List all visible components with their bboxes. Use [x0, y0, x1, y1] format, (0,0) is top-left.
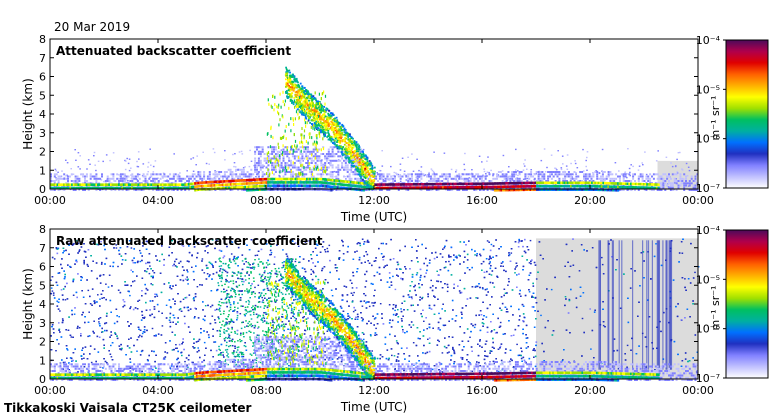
y-tick-label: 7 — [39, 242, 46, 255]
x-tick-label: 16:00 — [466, 384, 498, 397]
y-tick-label: 6 — [39, 261, 46, 274]
y-axis-label: Height (km) — [21, 268, 35, 339]
colorbar-tick-label: 10⁻⁶ — [696, 133, 721, 146]
x-tick-label: 08:00 — [250, 384, 282, 397]
y-tick-label: 4 — [39, 108, 46, 121]
colorbar-tick-label: 10⁻⁵ — [696, 273, 720, 286]
y-tick-label: 8 — [39, 33, 46, 46]
y-tick-label: 0 — [39, 373, 46, 386]
bottom-colorbar: 10⁻⁴ 10⁻⁵ 10⁻⁶ 10⁻⁷ m⁻¹ sr⁻¹ — [696, 224, 769, 385]
y-tick-label: 2 — [39, 146, 46, 159]
x-tick-label: 04:00 — [142, 194, 174, 207]
date-label: 20 Mar 2019 — [54, 20, 131, 34]
colorbar-unit-label: m⁻¹ sr⁻¹ — [709, 286, 722, 331]
plot-area — [50, 229, 700, 382]
colorbar-tick-label: 10⁻⁷ — [696, 372, 720, 385]
x-tick-label: 12:00 — [358, 194, 390, 207]
colorbar-tick-label: 10⁻⁴ — [696, 224, 721, 237]
y-axis-label: Height (km) — [21, 78, 35, 149]
x-tick-label: 00:00 — [34, 194, 66, 207]
plot-background — [50, 39, 698, 189]
x-tick-label: 12:00 — [358, 384, 390, 397]
x-axis-label: Time (UTC) — [340, 210, 407, 224]
top-panel: Attenuated backscatter coefficient 0 1 2 3 4 5… — [21, 33, 714, 224]
x-tick-label: 00:00 — [34, 384, 66, 397]
colorbar-tick-label: 10⁻⁷ — [696, 182, 720, 195]
x-axis-label: Time (UTC) — [340, 400, 407, 414]
y-tick-label: 5 — [39, 89, 46, 102]
x-tick-label: 08:00 — [250, 194, 282, 207]
y-tick-label: 1 — [39, 164, 46, 177]
boundary-layer — [50, 177, 660, 192]
x-tick-label: 00:00 — [682, 194, 714, 207]
colorbar-unit-label: m⁻¹ sr⁻¹ — [709, 96, 722, 141]
y-tick-label: 1 — [39, 354, 46, 367]
y-tick-label: 2 — [39, 336, 46, 349]
x-tick-label: 16:00 — [466, 194, 498, 207]
y-tick-label: 7 — [39, 52, 46, 65]
colorbar-scale — [725, 39, 769, 189]
y-tick-label: 8 — [39, 223, 46, 236]
y-tick-label: 3 — [39, 127, 46, 140]
y-tick-label: 6 — [39, 71, 46, 84]
y-tick-label: 0 — [39, 183, 46, 196]
top-colorbar: 10⁻⁴ 10⁻⁵ 10⁻⁶ 10⁻⁷ m⁻¹ sr⁻¹ — [696, 34, 769, 195]
x-tick-label: 00:00 — [682, 384, 714, 397]
bottom-panel: Raw attenuated backscatter coefficient 0 1… — [21, 223, 714, 414]
colorbar-scale — [725, 229, 769, 379]
panel-title: Raw attenuated backscatter coefficient — [56, 234, 323, 248]
x-tick-label: 20:00 — [574, 194, 606, 207]
precipitation-band — [266, 66, 376, 191]
plot-area — [50, 39, 700, 192]
y-tick-label: 5 — [39, 279, 46, 292]
y-tick-label: 4 — [39, 298, 46, 311]
y-tick-label: 3 — [39, 317, 46, 330]
colorbar-tick-label: 10⁻⁶ — [696, 323, 721, 336]
site-label: Tikkakoski Vaisala CT25K ceilometer — [4, 401, 252, 415]
panel-title: Attenuated backscatter coefficient — [56, 44, 291, 58]
x-tick-label: 20:00 — [574, 384, 606, 397]
colorbar-tick-label: 10⁻⁴ — [696, 34, 721, 47]
x-tick-label: 04:00 — [142, 384, 174, 397]
colorbar-tick-label: 10⁻⁵ — [696, 83, 720, 96]
